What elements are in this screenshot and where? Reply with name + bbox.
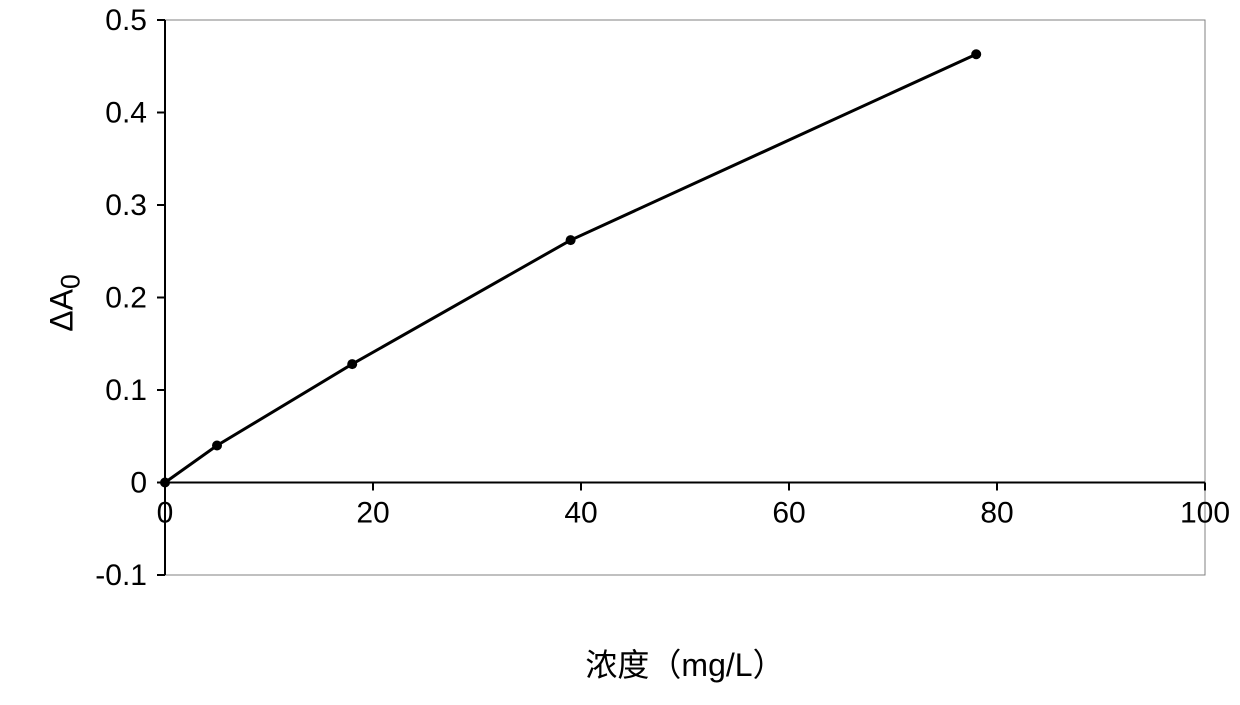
chart-svg: -0.1 0 0.1 0.2 0.3 0.4 0.5 0 20 40 60 80 100 <box>0 0 1240 705</box>
chart-container: -0.100.10.20.30.40.5020406080100 ΔA0 浓度（… <box>0 0 1240 705</box>
y-tick-label: -0.1 <box>95 559 147 592</box>
y-axis-title-subscript: 0 <box>56 274 86 289</box>
x-tick-label: 40 <box>564 497 597 530</box>
y-tick-label: 0.5 <box>105 4 147 37</box>
y-tick-label: 0.1 <box>105 374 147 407</box>
data-marker <box>971 49 981 59</box>
x-tick-label: 80 <box>980 497 1013 530</box>
x-tick-label: 20 <box>356 497 389 530</box>
x-tick-label: 0 <box>157 497 174 530</box>
plot-border <box>165 20 1205 575</box>
data-line <box>165 54 976 482</box>
data-marker <box>160 478 170 488</box>
data-marker <box>347 359 357 369</box>
x-axis-title-text: 浓度（mg/L） <box>585 647 784 683</box>
y-axis-title-text: ΔA <box>43 289 79 332</box>
data-marker <box>566 235 576 245</box>
x-tick-label: 100 <box>1180 497 1230 530</box>
data-marker <box>212 441 222 451</box>
y-axis-title: ΔA0 <box>43 272 86 332</box>
y-tick-label: 0.2 <box>105 282 147 315</box>
x-tick-label: 60 <box>772 497 805 530</box>
y-tick-label: 0.3 <box>105 189 147 222</box>
y-tick-label: 0.4 <box>105 97 147 130</box>
y-tick-label: 0 <box>130 467 147 500</box>
x-axis-title: 浓度（mg/L） <box>165 640 1205 686</box>
